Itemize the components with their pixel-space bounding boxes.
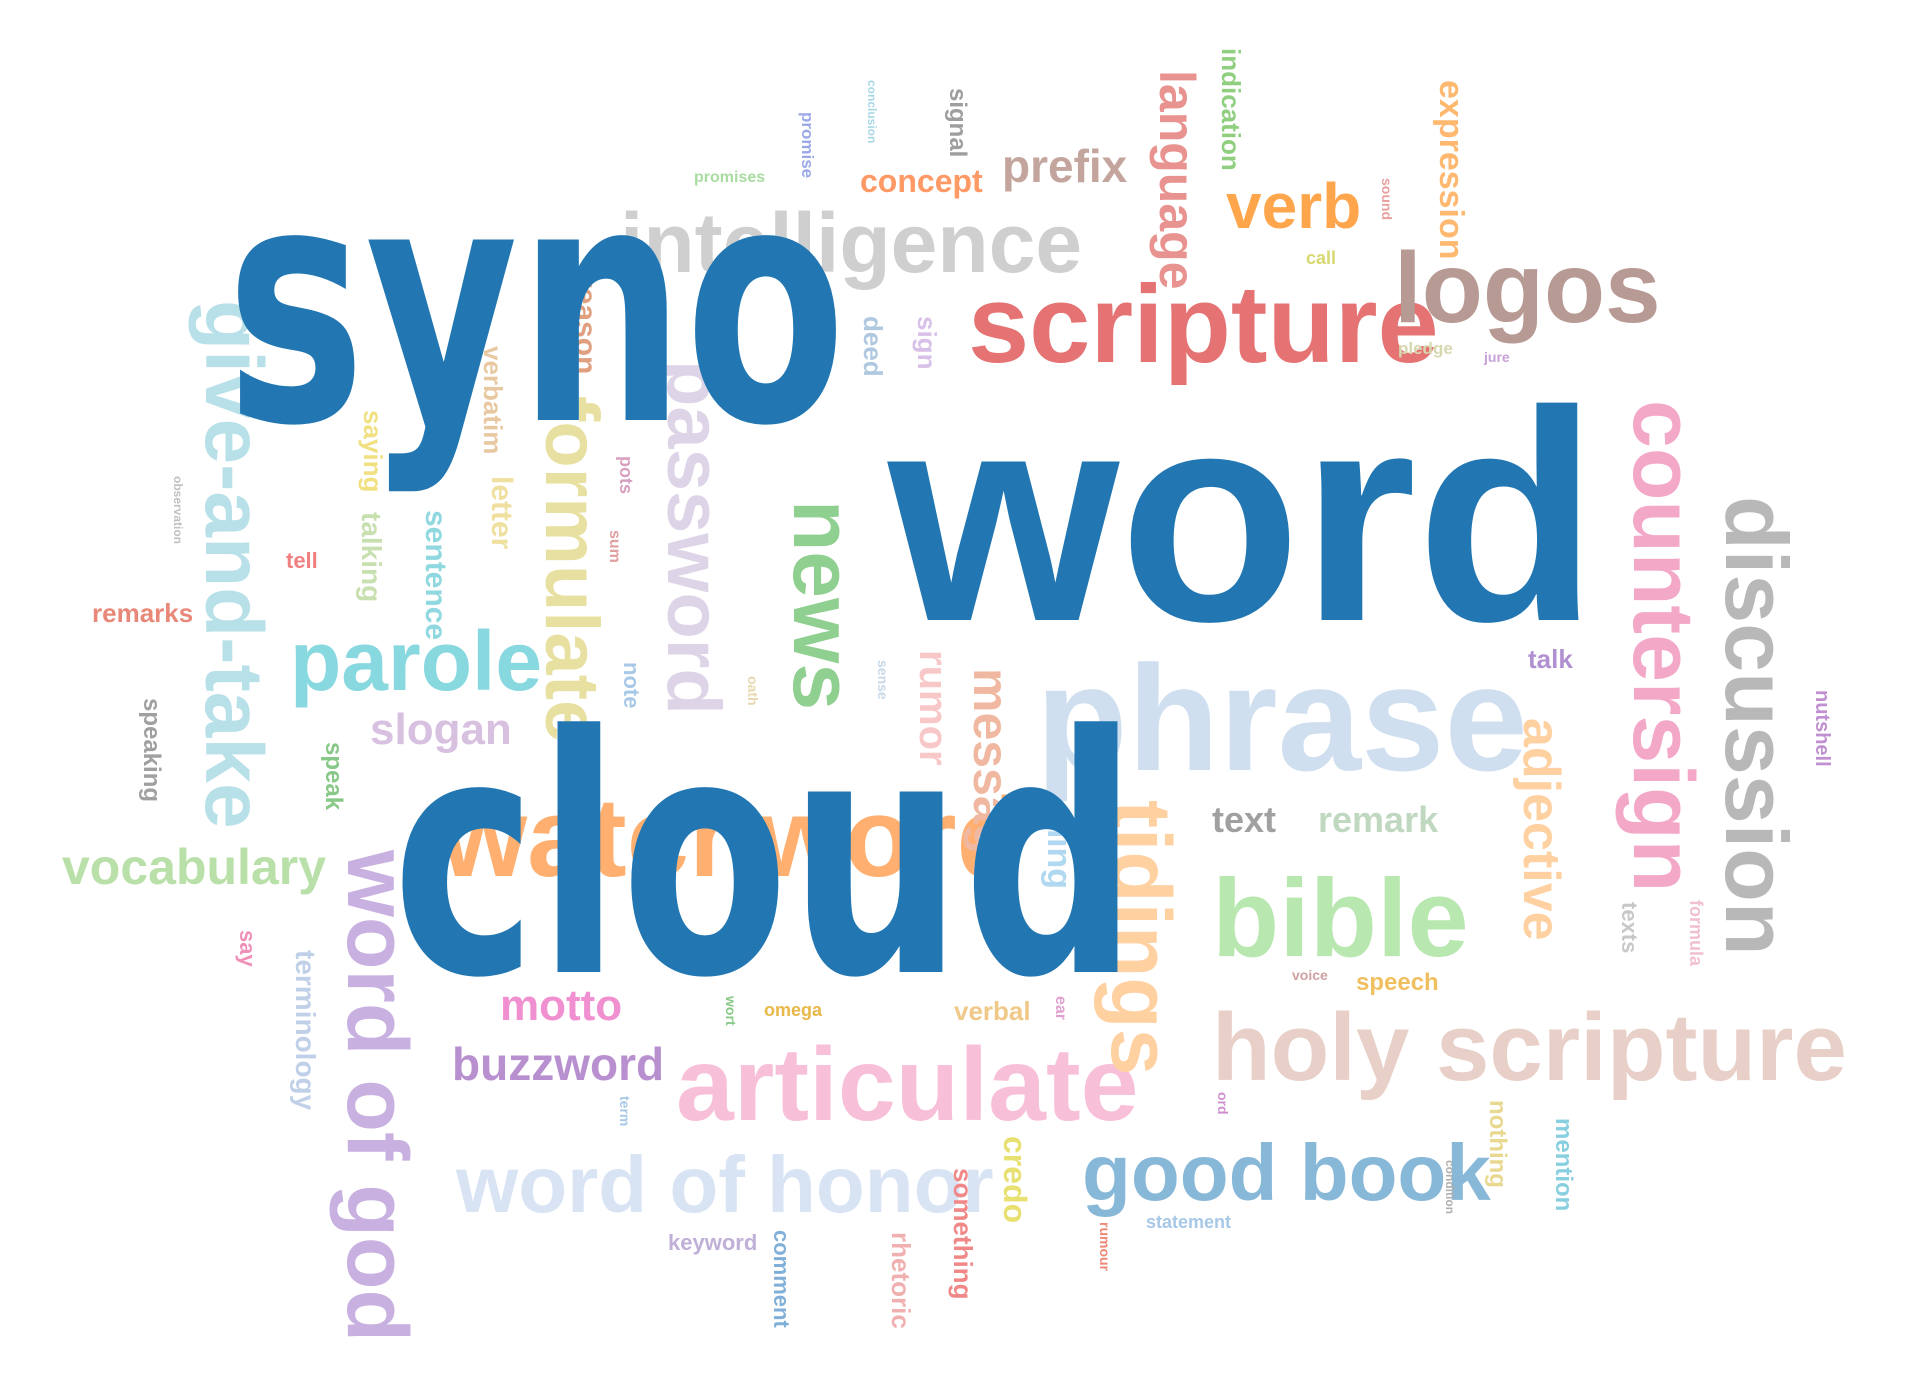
- cloud-word: rumor: [911, 650, 955, 766]
- cloud-word: sentence: [419, 510, 452, 640]
- cloud-word: tell: [286, 548, 318, 573]
- cloud-word: sign: [912, 316, 942, 369]
- cloud-word: keyword: [668, 1230, 757, 1255]
- cloud-word: formula: [1686, 900, 1706, 967]
- cloud-word: language: [1149, 70, 1205, 289]
- cloud-word: rumour: [1097, 1222, 1113, 1272]
- cloud-word: note: [619, 662, 644, 708]
- cloud-word: speaking: [138, 698, 165, 802]
- cloud-word: intelligence: [620, 196, 1082, 290]
- cloud-word: say: [235, 930, 260, 967]
- cloud-word: good book: [1082, 1128, 1491, 1217]
- cloud-word-word: word: [883, 348, 1598, 684]
- headline-cloud: cloud: [392, 666, 1138, 1050]
- cloud-word: promise: [798, 112, 817, 178]
- cloud-word: mention: [1550, 1118, 1577, 1211]
- cloud-word: nothing: [1484, 1100, 1511, 1188]
- cloud-word: verbal: [954, 996, 1031, 1026]
- cloud-word: pots: [616, 456, 636, 494]
- cloud-word: parole: [290, 614, 542, 708]
- cloud-word: formulate: [529, 396, 614, 742]
- cloud-word: pledge: [1398, 339, 1453, 358]
- cloud-word: watchword: [439, 775, 1025, 900]
- cloud-word: tidings: [1094, 800, 1188, 1075]
- cloud-word: nutshell: [1811, 690, 1833, 767]
- cloud-word: ear: [1052, 996, 1069, 1020]
- cloud-word: word of god: [329, 849, 425, 1342]
- cloud-word: call: [1306, 248, 1336, 268]
- cloud-word: remarks: [92, 598, 193, 628]
- cloud-word: phrase: [1036, 634, 1528, 802]
- cloud-word: motto: [500, 981, 622, 1030]
- cloud-word: countersign: [1615, 400, 1711, 892]
- cloud-word: letter: [485, 476, 518, 550]
- cloud-word: talking: [356, 512, 387, 602]
- cloud-word: news: [776, 500, 870, 710]
- cloud-word: vocabulary: [62, 839, 326, 895]
- cloud-word: sound: [1379, 178, 1395, 220]
- cloud-word: concept: [860, 163, 983, 199]
- cloud-word: term: [617, 1096, 633, 1126]
- cloud-word: talk: [1528, 644, 1573, 674]
- cloud-word: verbatim: [478, 346, 508, 454]
- cloud-word: sum: [606, 530, 623, 563]
- cloud-word: jure: [1483, 349, 1510, 365]
- cloud-word: deed: [858, 316, 888, 377]
- cloud-word: password: [651, 360, 736, 715]
- headline-syno: syno: [226, 114, 846, 498]
- cloud-word: articulate: [676, 1027, 1138, 1143]
- cloud-word: oath: [745, 676, 761, 706]
- cloud-word: signal: [944, 88, 971, 157]
- cloud-word: conclusion: [865, 80, 879, 143]
- cloud-word: wort: [723, 995, 739, 1026]
- cloud-word: terminology: [290, 950, 321, 1111]
- cloud-word: speech: [1356, 969, 1439, 996]
- cloud-word: verb: [1226, 170, 1361, 242]
- cloud-word: thing: [1040, 806, 1078, 889]
- cloud-word: adjective: [1512, 718, 1570, 941]
- cloud-word: text: [1212, 799, 1276, 840]
- cloud-word: comment: [769, 1230, 794, 1328]
- cloud-word: word of honor: [455, 1140, 994, 1229]
- cloud-word: observation: [171, 476, 185, 544]
- cloud-word: indication: [1216, 48, 1246, 171]
- cloud-word: speak: [320, 742, 347, 811]
- cloud-word: scripture: [968, 263, 1439, 386]
- cloud-word: logos: [1394, 232, 1661, 344]
- cloud-word: message: [963, 668, 1019, 882]
- cloud-word: give-and-take: [188, 300, 279, 829]
- cloud-word: slogan: [370, 705, 512, 754]
- cloud-word: saying: [358, 410, 388, 492]
- cloud-word: rhetoric: [886, 1232, 916, 1329]
- cloud-word: sense: [875, 660, 891, 700]
- cloud-word: credo: [997, 1136, 1033, 1223]
- cloud-word: condition: [1443, 1160, 1457, 1214]
- cloud-word: buzzword: [452, 1038, 664, 1090]
- cloud-word: voice: [1292, 967, 1328, 983]
- cloud-word: ord: [1215, 1092, 1231, 1115]
- cloud-word: holy scripture: [1212, 994, 1847, 1101]
- cloud-word: expression: [1432, 80, 1470, 260]
- cloud-word: reason: [569, 276, 602, 374]
- cloud-word: promises: [694, 169, 765, 186]
- cloud-word: bible: [1212, 857, 1469, 980]
- cloud-word: something: [948, 1168, 978, 1299]
- cloud-word: remark: [1318, 799, 1439, 840]
- cloud-word: prefix: [1002, 140, 1128, 192]
- cloud-word: texts: [1617, 902, 1642, 953]
- cloud-word: statement: [1146, 1212, 1231, 1232]
- cloud-word: omega: [764, 1000, 823, 1020]
- cloud-word: discussion: [1707, 496, 1806, 956]
